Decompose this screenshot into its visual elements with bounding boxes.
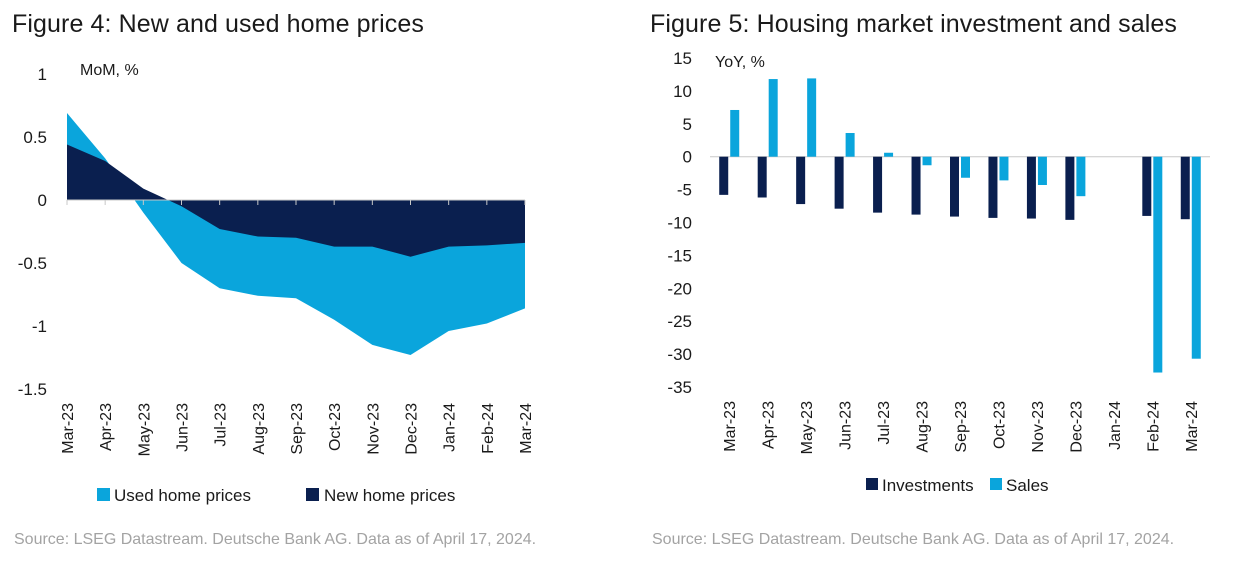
y-tick-label: 5	[683, 115, 692, 134]
figure-4-chart: 1 0.5 0 -0.5 -1 -1.5 MoM, % Mar-23 Apr-23 May-23 J…	[18, 62, 535, 505]
x-tick-label: Nov-23	[365, 403, 382, 455]
y-tick-label: -0.5	[18, 254, 47, 273]
x-tick-label: Jan-24	[442, 403, 459, 452]
sales-bar	[1076, 156, 1086, 197]
sales-bar	[961, 156, 970, 178]
x-tick-label: Aug-23	[251, 403, 268, 455]
x-tick-label: May-23	[136, 403, 153, 456]
x-tick-label: Dec-23	[1068, 401, 1085, 453]
sales-bar	[1037, 156, 1047, 185]
investments-bar	[1065, 156, 1075, 220]
legend-swatch-new-home-prices	[306, 488, 319, 501]
figure-4-panel: Figure 4: New and used home prices 1 0.5 0…	[12, 10, 537, 548]
y-tick-label: 1	[38, 65, 47, 84]
investments-bar	[950, 156, 959, 217]
y-tick-label: 0	[38, 191, 47, 210]
y-tick-label: -20	[667, 279, 692, 298]
investments-bar	[719, 156, 729, 195]
x-tick-label: Oct-23	[327, 403, 344, 451]
y-axis-label: MoM, %	[80, 62, 139, 79]
x-tick-label: Jul-23	[876, 401, 893, 445]
x-tick-label: Feb-24	[480, 403, 497, 454]
x-tick-label: Mar-24	[518, 403, 535, 454]
figure-5-source: Source: LSEG Datastream. Deutsche Bank A…	[652, 531, 1175, 548]
x-tick-label: Feb-24	[1145, 401, 1162, 452]
y-tick-label: -15	[667, 246, 692, 265]
investments-bar	[834, 156, 844, 209]
legend-swatch-sales	[990, 478, 1002, 490]
legend-label-sales: Sales	[1006, 476, 1049, 495]
figure-4-source: Source: LSEG Datastream. Deutsche Bank A…	[14, 531, 537, 548]
sales-bar	[999, 156, 1009, 181]
y-tick-label: 0	[683, 148, 692, 167]
y-tick-label: 15	[673, 49, 692, 68]
x-tick-label: Nov-23	[1030, 401, 1047, 453]
sales-bar	[768, 79, 778, 157]
investments-bar	[1026, 156, 1036, 219]
sales-bar	[884, 152, 894, 157]
investments-bar	[988, 156, 998, 218]
legend-swatch-used-home-prices	[97, 488, 110, 501]
sales-bar	[807, 78, 817, 157]
y-tick-label: -10	[667, 214, 692, 233]
investments-bar	[796, 156, 806, 205]
y-tick-label: -1.5	[18, 380, 47, 399]
y-tick-label: -25	[667, 312, 692, 331]
x-tick-label: Dec-23	[404, 403, 421, 455]
sales-bar	[922, 156, 932, 166]
y-tick-label: 0.5	[23, 128, 47, 147]
x-tick-label: Sep-23	[289, 403, 306, 455]
investments-bar	[911, 156, 921, 215]
y-tick-label: -35	[667, 378, 692, 397]
figure-5-panel: Figure 5: Housing market investment and …	[640, 0, 1240, 574]
y-tick-label: -30	[667, 345, 692, 364]
y-tick-label: -5	[677, 181, 692, 200]
x-tick-label: Jul-23	[213, 403, 230, 447]
investments-bar	[757, 156, 767, 198]
figure-4-title: Figure 4: New and used home prices	[12, 10, 424, 38]
x-tick-label: May-23	[799, 401, 816, 454]
x-tick-label: Oct-23	[991, 401, 1008, 449]
investments-bar	[1180, 156, 1190, 220]
sales-bar	[730, 109, 740, 157]
x-tick-label: Jun-23	[838, 401, 855, 450]
x-tick-label: Mar-24	[1184, 401, 1201, 452]
y-tick-label: 10	[673, 82, 692, 101]
legend-swatch-investments	[866, 478, 878, 490]
x-tick-label: Mar-23	[722, 401, 739, 452]
x-tick-label: Mar-23	[60, 403, 77, 454]
legend-label-investments: Investments	[882, 476, 974, 495]
investments-bar	[873, 156, 883, 213]
sales-bar	[1153, 156, 1163, 373]
x-tick-label: Apr-23	[98, 403, 115, 451]
legend-label-used-home-prices: Used home prices	[114, 486, 251, 505]
x-tick-label: Jan-24	[1107, 401, 1124, 450]
x-tick-label: Aug-23	[915, 401, 932, 453]
y-axis-label: YoY, %	[715, 54, 765, 71]
x-tick-label: Jun-23	[175, 403, 192, 452]
y-tick-label: -1	[32, 317, 47, 336]
figure-5-title: Figure 5: Housing market investment and …	[650, 10, 1177, 38]
x-tick-label: Apr-23	[761, 401, 778, 449]
sales-bar	[845, 133, 855, 157]
legend-label-new-home-prices: New home prices	[324, 486, 455, 505]
figure-5-chart: 15 10 5 0 -5 -10 -15 -20 -25 -30 -35 YoY, % Mar-23 Ap…	[667, 49, 1210, 495]
x-tick-label: Sep-23	[953, 401, 970, 453]
investments-bar	[1142, 156, 1152, 216]
sales-bar	[1191, 156, 1201, 359]
